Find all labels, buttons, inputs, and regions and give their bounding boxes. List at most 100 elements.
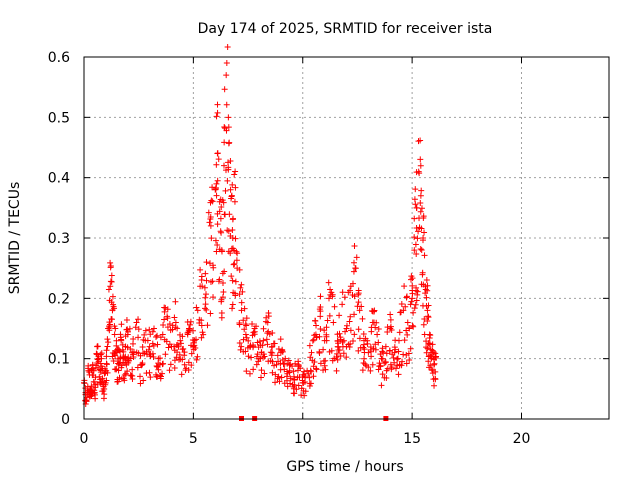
data-point	[225, 248, 232, 255]
data-point	[187, 321, 194, 328]
data-point	[89, 361, 96, 368]
data-point	[91, 391, 98, 398]
data-point	[198, 334, 205, 341]
data-point	[365, 349, 372, 356]
data-point	[208, 235, 215, 242]
data-point	[160, 322, 167, 329]
data-point	[219, 294, 226, 301]
data-point	[410, 309, 417, 316]
data-point	[207, 278, 214, 285]
data-point	[234, 250, 241, 257]
data-point	[334, 350, 341, 357]
data-point	[166, 321, 173, 328]
data-point	[349, 291, 356, 298]
data-point	[236, 340, 243, 347]
data-point	[309, 337, 316, 344]
data-point	[223, 101, 230, 108]
data-point	[365, 364, 372, 371]
data-point	[334, 343, 341, 350]
data-point	[383, 350, 390, 357]
data-point	[362, 361, 369, 368]
data-point	[421, 252, 428, 259]
data-point	[316, 333, 323, 340]
data-point	[260, 325, 267, 332]
data-point	[330, 319, 337, 326]
data-point	[111, 366, 118, 373]
data-point	[138, 362, 145, 369]
data-point	[106, 321, 113, 328]
data-point	[94, 356, 101, 363]
data-point	[274, 375, 281, 382]
data-point	[177, 337, 184, 344]
data-point	[167, 361, 174, 368]
data-point	[94, 343, 101, 350]
data-point	[212, 186, 219, 193]
data-point	[413, 204, 420, 211]
y-tick-label: 0.5	[48, 110, 70, 126]
data-point	[425, 358, 432, 365]
data-point	[133, 319, 140, 326]
data-point	[124, 331, 131, 338]
data-point	[306, 380, 313, 387]
data-point	[308, 349, 315, 356]
data-point	[386, 347, 393, 354]
data-point	[239, 288, 246, 295]
data-point	[340, 350, 347, 357]
data-point	[134, 364, 141, 371]
data-point	[396, 362, 403, 369]
data-point	[334, 356, 341, 363]
data-point	[379, 371, 386, 378]
data-point	[273, 361, 280, 368]
data-point	[432, 355, 439, 362]
data-point	[219, 197, 226, 204]
data-point	[238, 281, 245, 288]
data-point	[417, 156, 424, 163]
data-point	[265, 313, 272, 320]
data-point	[120, 355, 127, 362]
data-point	[107, 278, 114, 285]
data-point	[229, 181, 236, 188]
data-point	[213, 161, 220, 168]
data-point	[209, 262, 216, 269]
x-tick-labels: 0 5 10 15 20	[80, 431, 531, 447]
data-point	[187, 318, 194, 325]
data-point	[432, 375, 439, 382]
data-point	[347, 327, 354, 334]
data-point	[339, 289, 346, 296]
data-point	[214, 101, 221, 108]
data-point	[229, 305, 236, 312]
data-point	[212, 237, 219, 244]
data-point	[258, 374, 265, 381]
data-point	[333, 367, 340, 374]
data-point	[286, 367, 293, 374]
data-point	[358, 303, 365, 310]
data-point	[159, 370, 166, 377]
data-point	[110, 303, 117, 310]
data-point	[137, 373, 144, 380]
data-point	[130, 354, 137, 361]
x-tick-label: 10	[294, 431, 312, 447]
data-point	[242, 331, 249, 338]
data-point	[109, 307, 116, 314]
data-point	[224, 227, 231, 234]
data-point	[230, 215, 237, 222]
data-point	[424, 345, 431, 352]
data-point	[339, 339, 346, 346]
data-point	[156, 361, 163, 368]
data-point	[359, 315, 366, 322]
data-point	[394, 356, 401, 363]
data-point	[409, 282, 416, 289]
data-point	[425, 302, 432, 309]
data-point	[407, 345, 414, 352]
data-point	[143, 370, 150, 377]
data-point	[248, 354, 255, 361]
data-point	[410, 323, 417, 330]
data-point	[401, 337, 408, 344]
data-point	[404, 331, 411, 338]
data-point	[313, 334, 320, 341]
data-point	[181, 349, 188, 356]
data-point	[222, 187, 229, 194]
data-point	[209, 278, 216, 285]
data-point	[199, 329, 206, 336]
data-point	[379, 345, 386, 352]
